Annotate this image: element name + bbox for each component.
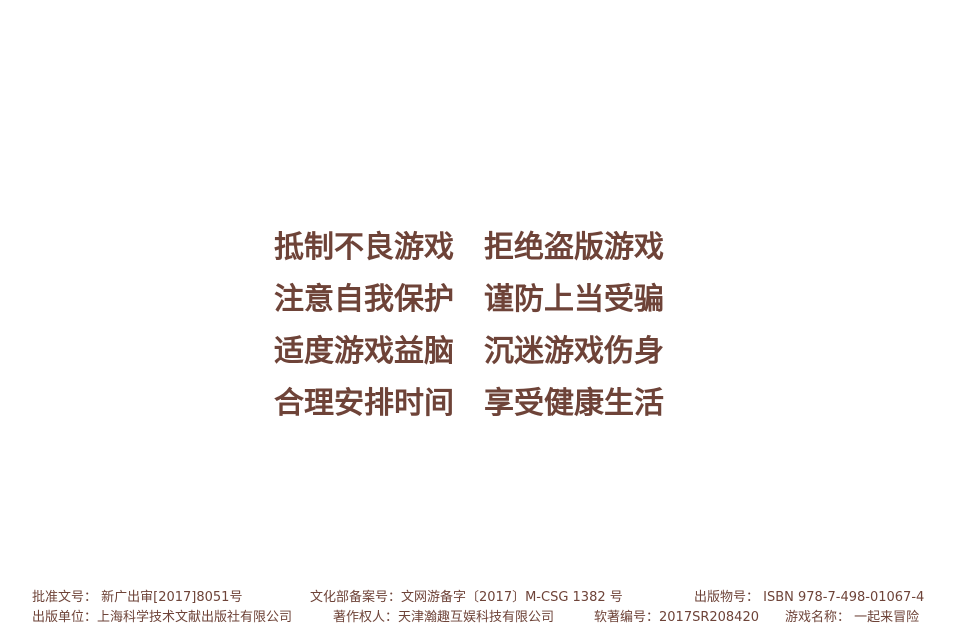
advisory-phrase-left: 适度游戏益脑 (274, 334, 454, 369)
advisory-phrase-right: 享受健康生活 (484, 386, 664, 421)
culture-record-number: 文化部备案号：文网游备字〔2017〕M-CSG 1382 号 (310, 590, 623, 605)
advisory-row: 注意自我保护 谨防上当受骗 (274, 274, 694, 326)
advisory-row: 适度游戏益脑 沉迷游戏伤身 (274, 326, 694, 378)
advisory-row: 抵制不良游戏 拒绝盗版游戏 (274, 222, 694, 274)
advisory-phrase-left: 抵制不良游戏 (274, 230, 454, 265)
game-name: 游戏名称： 一起来冒险 (785, 610, 920, 625)
advisory-phrase-left: 注意自我保护 (274, 282, 454, 317)
health-game-advisory: 抵制不良游戏 拒绝盗版游戏 注意自我保护 谨防上当受骗 适度游戏益脑 沉迷游戏伤… (274, 222, 694, 430)
advisory-phrase-left: 合理安排时间 (274, 386, 454, 421)
publication-info-footer: 批准文号： 新广出审[2017]8051号 文化部备案号：文网游备字〔2017〕… (0, 588, 960, 628)
advisory-phrase-right: 拒绝盗版游戏 (484, 230, 664, 265)
approval-number: 批准文号： 新广出审[2017]8051号 (32, 590, 243, 605)
footer-line-2: 出版单位：上海科学技术文献出版社有限公司 著作权人：天津瀚趣互娱科技有限公司 软… (0, 608, 960, 628)
software-registration-number: 软著编号：2017SR208420 (594, 610, 759, 625)
advisory-row: 合理安排时间 享受健康生活 (274, 378, 694, 430)
publisher: 出版单位：上海科学技术文献出版社有限公司 (32, 610, 293, 625)
advisory-phrase-right: 谨防上当受骗 (484, 282, 664, 317)
copyright-owner: 著作权人：天津瀚趣互娱科技有限公司 (333, 610, 555, 625)
publication-number: 出版物号： ISBN 978-7-498-01067-4 (694, 590, 925, 605)
footer-line-1: 批准文号： 新广出审[2017]8051号 文化部备案号：文网游备字〔2017〕… (0, 588, 960, 608)
advisory-phrase-right: 沉迷游戏伤身 (484, 334, 664, 369)
